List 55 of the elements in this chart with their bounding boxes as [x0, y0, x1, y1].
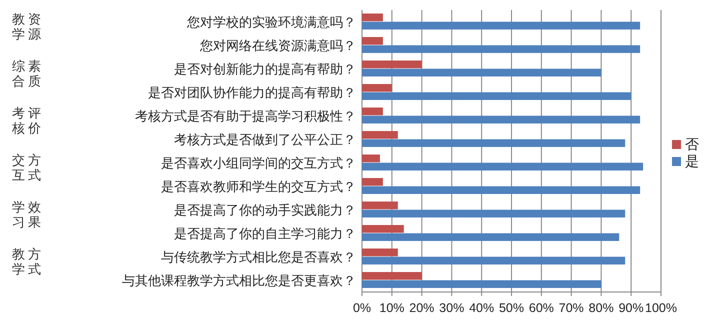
bar — [362, 139, 626, 147]
x-tick-label: 0% — [352, 301, 372, 315]
x-tick-label: 20% — [409, 301, 434, 315]
y-tick-label: 是否喜欢小组同学间的交互方式？ — [161, 155, 356, 170]
x-tick-label: 80% — [588, 301, 614, 315]
bar — [362, 84, 392, 92]
bar — [362, 248, 398, 256]
x-tick-label: 40% — [469, 301, 494, 315]
bar — [362, 14, 383, 22]
y-tick-label: 是否对创新能力的提高有帮助？ — [174, 61, 356, 76]
text: 教学资源 — [12, 12, 41, 42]
y-tick-label: 与传统教学方式相比您是否喜欢？ — [161, 249, 356, 264]
y-tick-label: 是否对团队协作能力的提高有帮助？ — [148, 84, 356, 100]
bar — [362, 131, 398, 139]
bar — [362, 60, 422, 68]
bar — [362, 178, 383, 186]
y-tick-label: 您对网络在线资源满意吗？ — [199, 38, 356, 53]
y-tick-label: 与其他课程教学方式相比您是否更喜欢？ — [122, 272, 356, 288]
y-tick-label: 是否提高了你的自主学习能力？ — [174, 226, 356, 241]
y-tick-label: 您对学校的实验环境满意吗？ — [186, 14, 356, 30]
bar — [362, 37, 383, 45]
bar — [362, 233, 620, 241]
text: 学习效果 — [12, 200, 41, 230]
bar — [362, 108, 383, 116]
x-tick-label: 90% — [618, 301, 644, 315]
legend-label: 是 — [685, 154, 699, 170]
y-tick-label: 是否提高了你的动手实践能力？ — [174, 202, 356, 218]
bar — [362, 272, 422, 280]
y-tick-label: 是否喜欢教师和学生的交互方式？ — [161, 178, 356, 194]
bar — [362, 280, 602, 288]
x-tick-label: 50% — [498, 301, 524, 315]
bar — [362, 116, 640, 124]
bar — [362, 68, 602, 76]
x-tick-label: 10% — [379, 301, 404, 315]
bar — [362, 186, 640, 194]
bar — [362, 162, 644, 170]
bar — [362, 154, 380, 162]
x-tick-label: 70% — [558, 301, 584, 315]
text: 考核评价 — [11, 106, 41, 136]
bar — [362, 92, 632, 100]
bar — [362, 45, 640, 53]
y-tick-label: 考核方式是否做到了公平公正？ — [174, 132, 356, 147]
y-tick-label: 考核方式是否有助于提高学习积极性？ — [135, 108, 356, 124]
bar — [362, 225, 404, 233]
bar — [362, 202, 398, 210]
x-tick-label: 30% — [439, 301, 464, 315]
bar — [362, 22, 640, 30]
legend-label: 否 — [685, 138, 699, 153]
x-tick-label: 60% — [528, 301, 554, 315]
text: 交互方式 — [12, 152, 41, 183]
x-tick-label: 100% — [645, 301, 677, 315]
text: 综合素质 — [12, 58, 41, 89]
bar — [362, 210, 626, 218]
bar — [362, 256, 626, 264]
text: 教学方式 — [12, 246, 41, 277]
